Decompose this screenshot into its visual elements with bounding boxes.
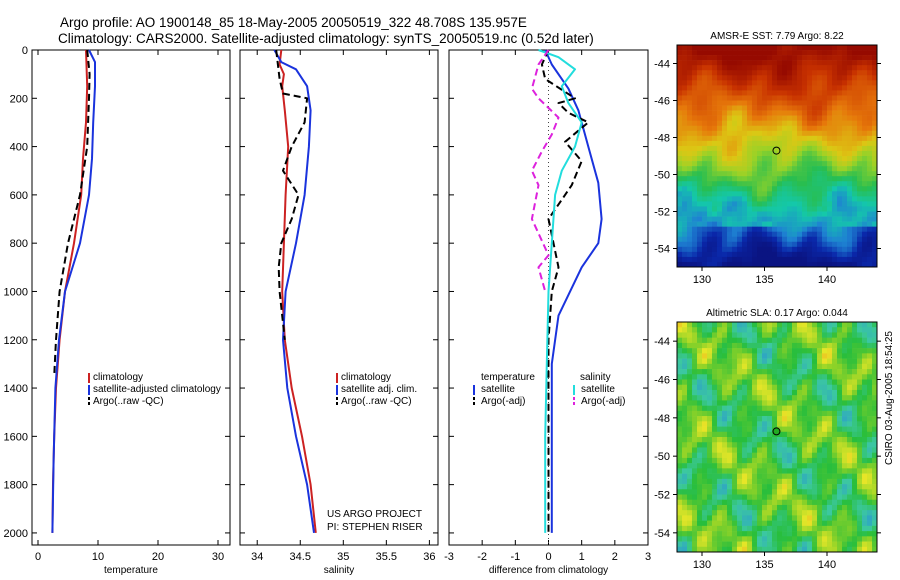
x-tick-label: 0 <box>35 551 41 563</box>
legend-label: satellite <box>481 384 515 395</box>
x-tick-label: 20 <box>152 551 164 563</box>
figure-title-line2: Climatology: CARS2000. Satellite-adjuste… <box>58 31 594 46</box>
y-tick-label: 0 <box>22 45 28 57</box>
x-tick-label: 35 <box>337 551 349 563</box>
plot-frame <box>31 49 231 546</box>
y-tick-label: 2000 <box>4 528 28 540</box>
profile-panels: 0 10 20 30020040060080010001200140016001800… <box>4 45 652 576</box>
x-tick-label: 34.5 <box>290 551 311 563</box>
map-y-tick-label: -44 <box>654 59 670 71</box>
y-tick-label: 1000 <box>4 286 28 298</box>
x-tick-label: -1 <box>510 551 520 563</box>
series-line-climatology <box>278 49 317 534</box>
x-axis-label: temperature <box>104 565 158 576</box>
series-line-salinity-satellite <box>538 49 583 533</box>
legend-label: Argo(-adj) <box>581 396 625 407</box>
map-y-tick-label: -50 <box>654 451 670 463</box>
x-tick-label: 10 <box>92 551 104 563</box>
y-tick-label: 200 <box>10 93 28 105</box>
y-tick-label: 800 <box>10 238 28 250</box>
map-y-tick-label: -46 <box>654 96 670 108</box>
map-frame <box>676 44 878 268</box>
series-line-satellite-adjusted-climatology <box>51 49 96 533</box>
y-tick-label: 1400 <box>4 383 28 395</box>
map-title: Altimetric SLA: 0.17 Argo: 0.044 <box>706 308 848 319</box>
x-tick-label: 36 <box>423 551 435 563</box>
annotation-pi: PI: STEPHEN RISER <box>327 522 423 533</box>
x-tick-label: 1 <box>579 551 585 563</box>
legend-label: satellite <box>581 384 615 395</box>
map-x-tick-label: 135 <box>755 559 773 571</box>
x-tick-label: 30 <box>212 551 224 563</box>
legend-label: climatology <box>93 372 143 383</box>
plot-frame <box>239 49 439 546</box>
x-tick-label: -2 <box>477 551 487 563</box>
x-tick-label: 34 <box>251 551 263 563</box>
series-line-climatology <box>51 49 89 533</box>
series-line-satellite-adj-clim- <box>273 49 315 534</box>
argo-location-marker <box>772 146 781 155</box>
x-axis-label: difference from climatology <box>489 565 608 576</box>
profile-panel-1: 0 10 20 30 0 200 400 600 800 1000 1200 1400 1600 1800… <box>4 45 231 576</box>
map-x-tick-label: 130 <box>693 559 711 571</box>
x-tick-label: 2 <box>612 551 618 563</box>
map-x-tick-label: 135 <box>755 274 773 286</box>
series-line-argo-raw-qc- <box>53 49 91 377</box>
legend-label: Argo(..raw -QC) <box>93 396 164 407</box>
map-y-tick-label: -54 <box>654 528 670 540</box>
x-tick-label: -3 <box>444 551 454 563</box>
side-label: CSIRO 03-Aug-2005 18:54:25 <box>884 331 895 465</box>
map-panels: AMSR-E SST: 7.79 Argo: 8.22 130 135 140 -44 -… <box>654 31 881 571</box>
legend-label: Argo(-adj) <box>481 396 525 407</box>
map-field <box>677 322 878 553</box>
map-title: AMSR-E SST: 7.79 Argo: 8.22 <box>710 31 844 42</box>
x-tick-label: 35.5 <box>376 551 397 563</box>
legend-header: salinity <box>580 372 611 383</box>
x-tick-label: 3 <box>645 551 651 563</box>
map-y-tick-label: -44 <box>654 336 670 348</box>
series-line-temperature-satellite <box>544 49 603 533</box>
y-tick-label: 400 <box>10 142 28 154</box>
x-axis-label: salinity <box>324 565 355 576</box>
map-y-tick-label: -46 <box>654 375 670 387</box>
map-y-tick-label: -54 <box>654 244 670 256</box>
figure-title-line1: Argo profile: AO 1900148_85 18-May-2005 … <box>60 15 527 30</box>
map-x-tick-label: 140 <box>818 559 836 571</box>
y-tick-label: 1200 <box>4 335 28 347</box>
series-line-argo-raw-qc- <box>275 49 309 340</box>
annotation-project: US ARGO PROJECT <box>327 509 422 520</box>
legend-panel-3: temperature salinitysatelliteArgo(-adj)sa… <box>473 372 625 407</box>
y-tick-label: 600 <box>10 190 28 202</box>
map-y-tick-label: -52 <box>654 207 670 219</box>
map-x-tick-label: 140 <box>818 274 836 286</box>
legend-label: satellite adj. clim. <box>341 384 417 395</box>
x-tick-label: 0 <box>545 551 551 563</box>
legend-label: Argo(..raw -QC) <box>341 396 412 407</box>
legend-header: temperature <box>481 372 535 383</box>
profile-panel-2: 34 34.5 35 35.5 36 salinity <box>239 49 439 576</box>
profile-panel-3: -3 -2 -1 0 1 2 3 difference from climatology <box>444 49 651 576</box>
map-y-tick-label: -48 <box>654 413 670 425</box>
series-line-temperature-argo-adj- <box>540 49 590 533</box>
map-x-tick-label: 130 <box>693 274 711 286</box>
y-tick-label: 1800 <box>4 480 28 492</box>
map-y-tick-label: -52 <box>654 490 670 502</box>
legend-label: satellite-adjusted climatology <box>93 384 221 395</box>
map-panel-2: Altimetric SLA: 0.17 Argo: 0.044 130 135 14… <box>654 308 881 571</box>
map-frame <box>676 321 878 553</box>
argo-location-marker <box>772 427 781 436</box>
map-panel-1: AMSR-E SST: 7.79 Argo: 8.22 130 135 140 -44 -… <box>654 31 881 286</box>
legend-label: climatology <box>341 372 391 383</box>
map-field <box>677 45 878 268</box>
series-line-salinity-argo-adj- <box>530 49 560 292</box>
map-y-tick-label: -50 <box>654 170 670 182</box>
y-tick-label: 1600 <box>4 431 28 443</box>
map-y-tick-label: -48 <box>654 133 670 145</box>
